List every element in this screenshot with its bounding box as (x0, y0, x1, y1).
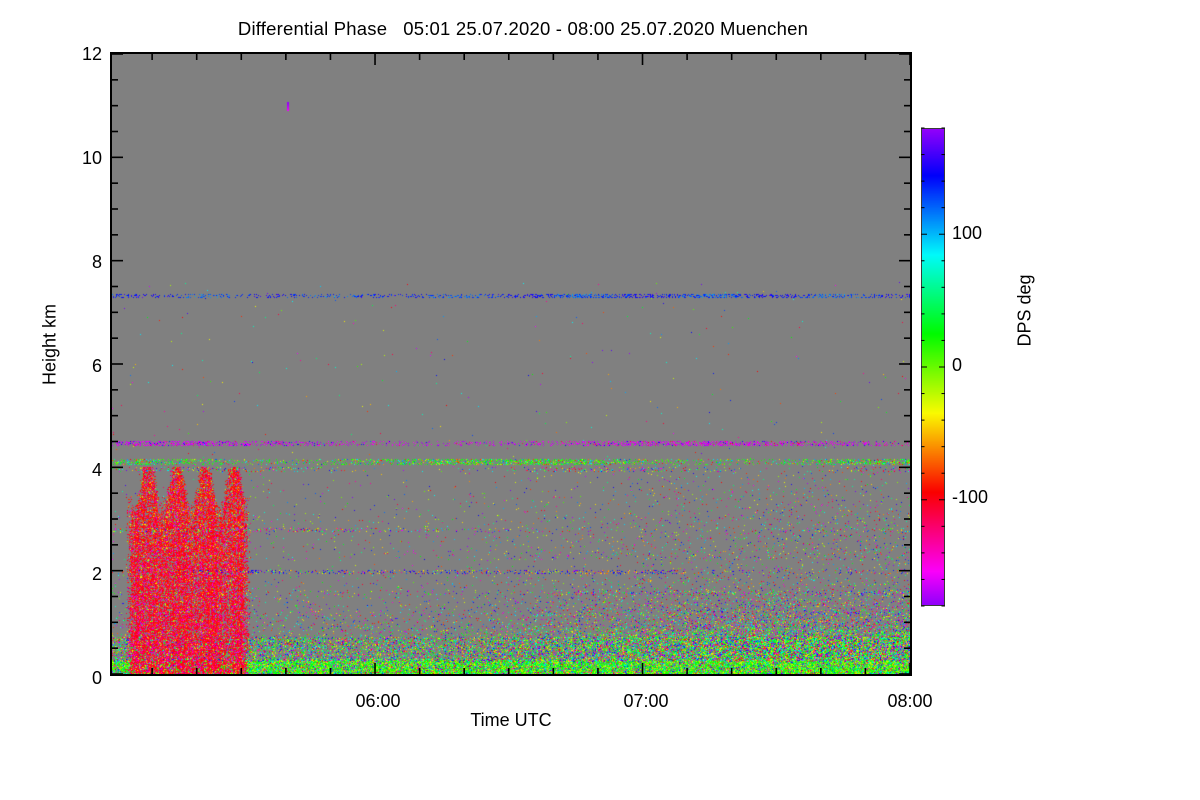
ytick-label-8: 8 (91, 252, 102, 272)
colorbar[interactable] (921, 128, 945, 606)
page-title: Differential Phase 05:01 25.07.2020 - 08… (237, 18, 809, 39)
ytick-label-2: 2 (91, 564, 102, 584)
ytick-label-0: 0 (91, 668, 102, 688)
heatmap-canvas (112, 54, 910, 674)
y-axis-title: Height km (39, 303, 60, 386)
ytick-label-12: 12 (81, 44, 102, 64)
ytick-label-10: 10 (81, 148, 102, 168)
cbar-tick-label-100: 100 (952, 223, 983, 243)
ytick-label-4: 4 (91, 460, 102, 480)
cbar-tick-label-0: 0 (952, 355, 963, 375)
xtick-label-0700: 07:00 (623, 691, 669, 711)
cbar-tick-label--100: -100 (952, 487, 989, 507)
colorbar-title: DPS deg (1014, 274, 1035, 347)
colorbar-gradient (922, 129, 944, 605)
ytick-label-6: 6 (91, 356, 102, 376)
xtick-label-0800: 08:00 (887, 691, 933, 711)
colorbar-tick-labels: 100 0 -100 (952, 0, 1022, 800)
y-axis-tick-labels: 12 10 8 6 4 2 0 (56, 0, 102, 800)
xtick-label-0600: 06:00 (355, 691, 401, 711)
x-axis-title: Time UTC (470, 710, 552, 730)
plot-area[interactable] (110, 52, 912, 676)
